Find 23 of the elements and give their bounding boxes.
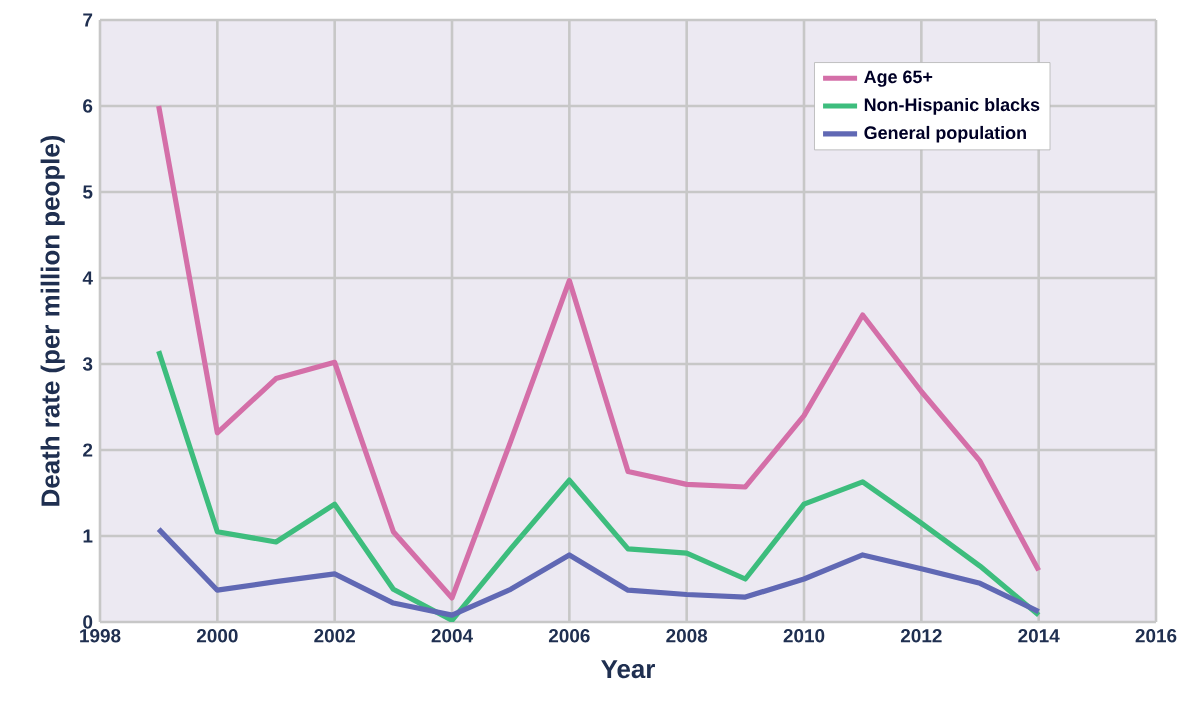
- x-tick-label: 2000: [196, 629, 238, 643]
- x-tick-label: 2004: [431, 629, 473, 643]
- x-tick-label: 2014: [1018, 629, 1060, 643]
- legend-label: General population: [864, 125, 1026, 143]
- y-tick-label: 2: [83, 443, 93, 457]
- y-tick-label: 6: [83, 99, 93, 113]
- y-tick-label: 4: [82, 271, 93, 285]
- x-tick-label: 2016: [1135, 629, 1177, 643]
- x-tick-label: 2002: [314, 629, 355, 643]
- y-axis-title: Death rate (per million people): [40, 135, 65, 506]
- y-tick-label: 3: [82, 357, 93, 371]
- legend-label: Non-Hispanic blacks: [864, 97, 1040, 115]
- y-tick-label: 5: [83, 185, 93, 199]
- x-tick-label: 1998: [80, 629, 121, 643]
- x-tick-label: 2008: [666, 629, 708, 643]
- legend-label: Age 65+: [864, 70, 933, 87]
- y-tick-label: 7: [83, 13, 93, 27]
- x-tick-label: 2006: [548, 629, 590, 643]
- x-tick-label: 2010: [783, 629, 825, 643]
- y-tick-label: 0: [83, 615, 93, 629]
- x-tick-label: 2012: [900, 629, 942, 643]
- y-tick-label: 1: [83, 529, 93, 543]
- x-axis-title: Year: [601, 660, 655, 679]
